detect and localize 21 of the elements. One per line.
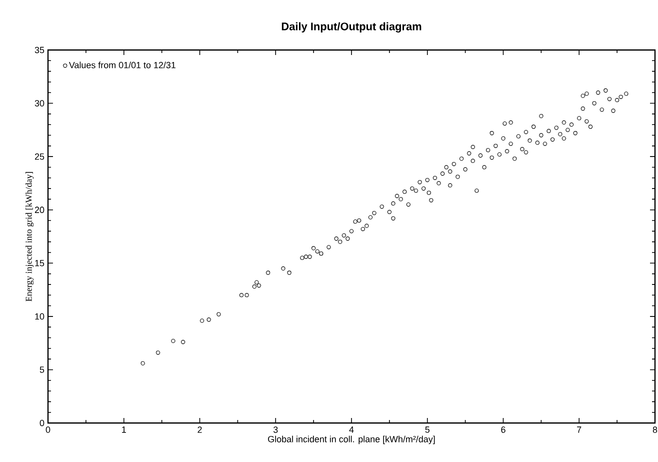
y-tick-label: 35: [34, 46, 44, 54]
x-tick-label: 2: [198, 426, 202, 433]
legend-label: Values from 01/01 to 12/31: [68, 62, 176, 68]
x-tick-label: 0: [46, 426, 50, 433]
y-axis-title: Energy injected into grid [kWh/day]: [25, 172, 34, 302]
x-tick-label: 8: [652, 426, 658, 433]
y-tick-label: 10: [35, 313, 44, 320]
y-tick-label: 15: [35, 260, 44, 266]
y-tick-label: 0: [40, 420, 44, 426]
y-tick-label: 30: [34, 100, 44, 106]
x-axis-title: Global incident in coll. plane [kWh/m²/day]: [268, 436, 435, 444]
x-tick-label: 3: [273, 426, 278, 433]
y-tick-label: 25: [34, 153, 44, 160]
x-tick-label: 4: [349, 426, 354, 433]
x-tick-label: 5: [425, 426, 430, 433]
x-tick-label: 1: [122, 426, 126, 433]
x-tick-label: 7: [577, 426, 582, 433]
y-tick-label: 20: [34, 206, 44, 214]
chart-title: Daily Input/Output diagram: [282, 22, 422, 33]
x-tick-label: 6: [501, 426, 506, 433]
y-tick-label: 5: [40, 366, 44, 373]
